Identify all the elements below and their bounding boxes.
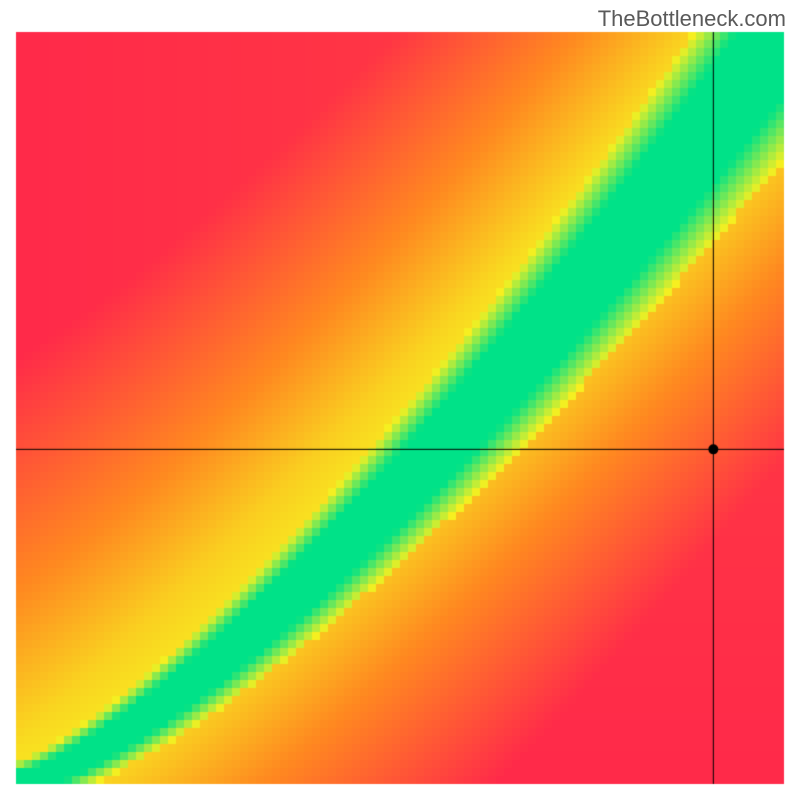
chart-container: TheBottleneck.com (0, 0, 800, 800)
bottleneck-heatmap (0, 0, 800, 800)
watermark-text: TheBottleneck.com (598, 6, 786, 32)
